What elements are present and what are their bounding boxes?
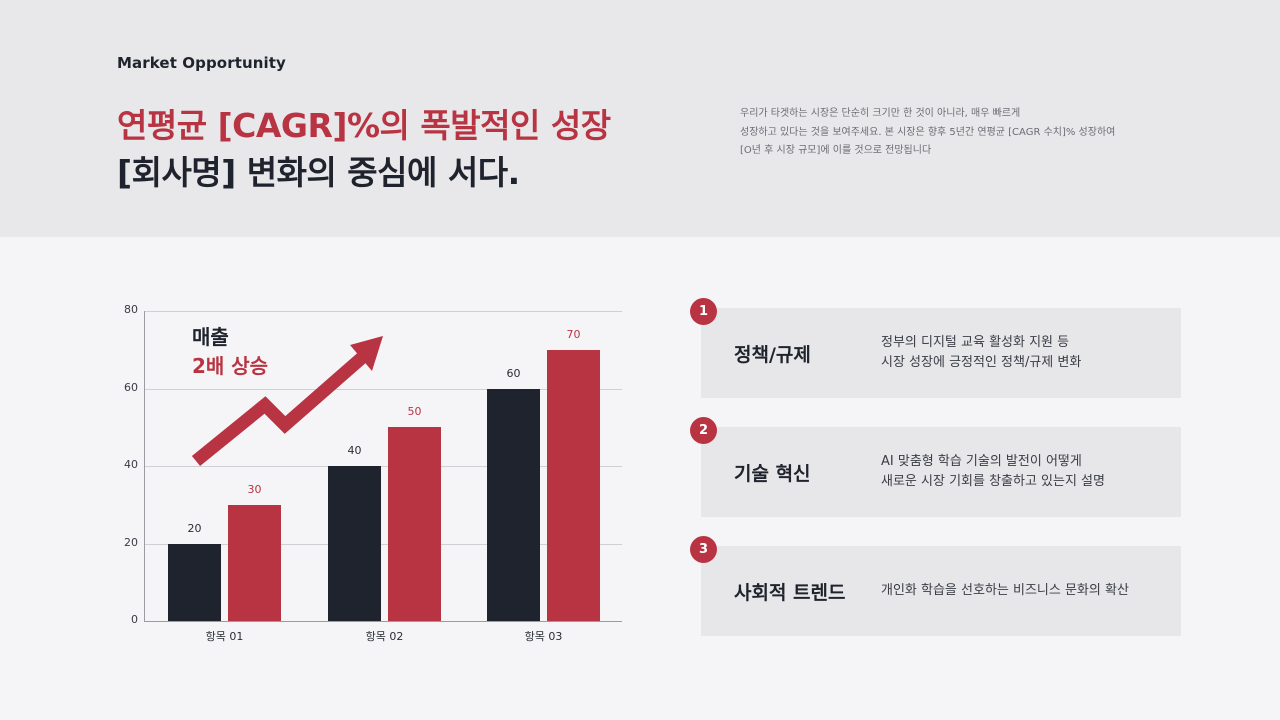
data-label: 40 — [347, 444, 362, 457]
callout-line-1: 매출 — [192, 325, 229, 349]
x-tick-label: 항목 02 — [365, 630, 404, 643]
card-title: 기술 혁신 — [734, 462, 811, 485]
header-band — [0, 0, 1280, 237]
headline-line-2: [회사명] 변화의 중심에 서다. — [117, 153, 520, 192]
card-desc-line: 시장 성장에 긍정적인 정책/규제 변화 — [881, 355, 1082, 370]
x-axis — [144, 621, 622, 622]
gridline — [145, 543, 622, 545]
y-tick-label: 0 — [131, 613, 138, 626]
bar-series-dark — [487, 388, 540, 621]
card-description: 정부의 디지털 교육 활성화 지원 등 시장 성장에 긍정적인 정책/규제 변화 — [881, 308, 1081, 398]
y-tick-label: 80 — [124, 303, 138, 316]
bar-series-red — [228, 504, 281, 621]
x-tick-label: 항목 03 — [524, 630, 563, 643]
card-description: 개인화 학습을 선호하는 비즈니스 문화의 확산 — [881, 546, 1129, 636]
card-social-trend: 사회적 트렌드 개인화 학습을 선호하는 비즈니스 문화의 확산 — [701, 546, 1181, 636]
chart-callout: 매출 2배 상승 — [192, 323, 268, 381]
number-badge-3: 3 — [690, 536, 717, 563]
card-desc-line: 새로운 시장 기회를 창출하고 있는지 설명 — [881, 474, 1105, 489]
callout-line-2: 2배 상승 — [192, 354, 269, 378]
data-label: 70 — [566, 327, 581, 341]
y-tick-label: 60 — [124, 380, 138, 394]
y-axis — [144, 311, 145, 622]
data-label: 60 — [506, 366, 521, 380]
summary-line: [O년 후 시장 규모]에 이를 것으로 전망됩니다 — [740, 145, 932, 156]
number-badge-2: 2 — [690, 417, 717, 444]
gridline — [145, 466, 622, 467]
headline-line-1: 연평균 [CAGR]%의 폭발적인 성장 — [117, 106, 611, 145]
bar-series-dark — [328, 466, 381, 621]
card-policy: 정책/규제 정부의 디지털 교육 활성화 지원 등 시장 성장에 긍정적인 정책… — [701, 308, 1181, 398]
x-tick-label: 항목 01 — [205, 630, 244, 643]
data-label: 50 — [407, 405, 422, 419]
bar-series-red — [388, 427, 441, 621]
card-desc-line: 개인화 학습을 선호하는 비즈니스 문화의 확산 — [881, 583, 1129, 598]
card-desc-line: AI 맞춤형 학습 기술의 발전이 어떻게 — [881, 454, 1082, 469]
number-badge-1: 1 — [690, 298, 717, 325]
card-description: AI 맞춤형 학습 기술의 발전이 어떻게 새로운 시장 기회를 창출하고 있는… — [881, 427, 1105, 517]
trend-up-arrow-icon — [191, 336, 383, 467]
section-eyebrow: Market Opportunity — [117, 54, 286, 72]
bar-series-red — [547, 349, 600, 621]
summary-line: 우리가 타겟하는 시장은 단순히 크기만 한 것이 아니라, 매우 빠르게 — [740, 108, 1021, 119]
card-title: 정책/규제 — [734, 343, 811, 366]
card-technology: 기술 혁신 AI 맞춤형 학습 기술의 발전이 어떻게 새로운 시장 기회를 창… — [701, 427, 1181, 517]
page-headline: 연평균 [CAGR]%의 폭발적인 성장 [회사명] 변화의 중심에 서다. — [117, 102, 611, 196]
data-label: 30 — [247, 482, 262, 496]
y-tick-label: 40 — [124, 458, 138, 471]
bar-series-dark — [168, 543, 221, 621]
y-tick-label: 20 — [124, 535, 138, 549]
gridline — [145, 311, 622, 312]
card-desc-line: 정부의 디지털 교육 활성화 지원 등 — [881, 335, 1070, 350]
card-title: 사회적 트렌드 — [734, 581, 846, 604]
summary-text: 우리가 타겟하는 시장은 단순히 크기만 한 것이 아니라, 매우 빠르게 성장… — [740, 105, 1160, 161]
summary-line: 성장하고 있다는 것을 보여주세요. 본 시장은 향후 5년간 연평균 [CAG… — [740, 126, 1116, 138]
gridline — [145, 388, 622, 390]
data-label: 20 — [187, 521, 202, 535]
